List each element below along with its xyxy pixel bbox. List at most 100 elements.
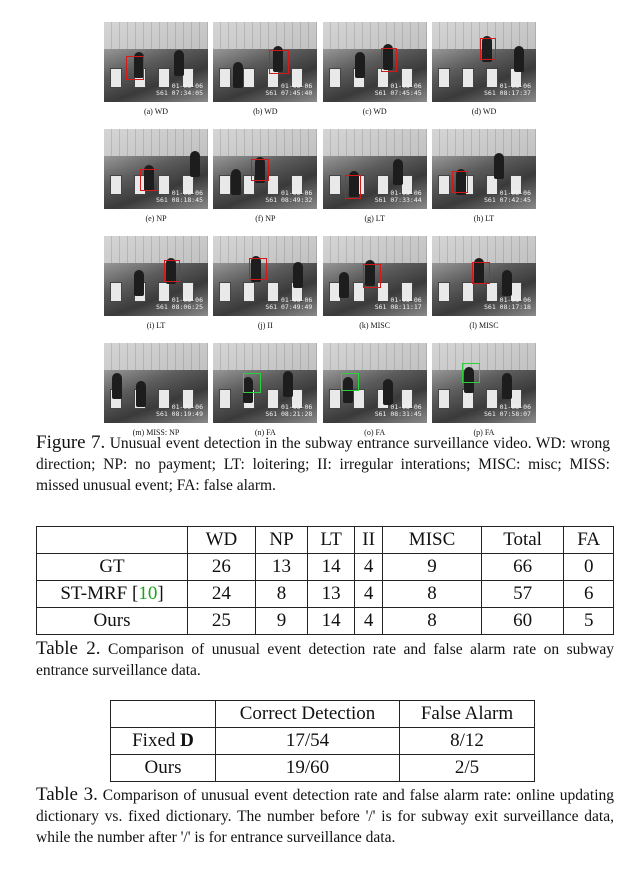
figure-panel: 01-03-06 S61 07:45:45 (c) WD <box>322 22 427 125</box>
timestamp-overlay: 01-03-06 S61 07:45:45 <box>375 83 422 97</box>
turnstile-gate <box>182 175 194 195</box>
table-row: Ours 25 9 14 4 8 60 5 <box>36 607 614 635</box>
tiled-wall <box>322 343 427 371</box>
table-header-row: Correct Detection False Alarm <box>110 700 535 728</box>
timestamp-date: 01-03-06 <box>499 189 531 197</box>
turnstile-gate <box>182 68 194 88</box>
timestamp-overlay: 01-03-06 S61 08:49:32 <box>265 190 312 204</box>
turnstile-gate <box>158 389 170 409</box>
surveillance-frame-image: 01-03-06 S61 08:17:18 <box>431 236 536 316</box>
person-silhouette <box>364 260 375 286</box>
turnstile-gate <box>509 175 522 195</box>
timestamp-overlay: 01-03-06 S61 08:06:25 <box>156 297 203 311</box>
figure-caption-text: Unusual event detection in the subway en… <box>36 435 610 494</box>
timestamp-date: 01-03-06 <box>281 403 313 411</box>
table-header-cell: MISC <box>382 526 482 554</box>
person-silhouette <box>136 381 146 407</box>
turnstile-gate <box>243 68 256 88</box>
table-cell: 6 <box>563 580 614 608</box>
turnstile-gate <box>158 282 170 302</box>
table-caption-lead: Table 2. <box>36 638 101 659</box>
detection-box <box>140 169 158 191</box>
table-cell: 8 <box>254 580 309 608</box>
row-method: GT <box>36 553 188 581</box>
surveillance-frame-image: 01-03-06 S61 08:06:25 <box>104 236 208 316</box>
timestamp-time: S61 08:17:18 <box>484 303 531 311</box>
timestamp-time: S61 07:34:05 <box>156 89 203 97</box>
tiled-wall <box>213 129 318 157</box>
table-header-cell <box>110 700 216 728</box>
table-cell: 8 <box>382 580 482 608</box>
table-header-cell: WD <box>187 526 256 554</box>
detection-box <box>249 258 268 280</box>
detection-box <box>451 171 468 193</box>
person-silhouette <box>348 171 359 197</box>
timestamp-overlay: 01-03-06 S61 07:34:05 <box>156 83 203 97</box>
table-cell: 4 <box>353 553 384 581</box>
person-silhouette <box>166 258 176 284</box>
table-cell: 4 <box>353 580 384 608</box>
tiled-wall <box>213 22 318 50</box>
figure-panel: 01-03-06 S61 07:34:05 (a) WD <box>104 22 208 125</box>
table-header-cell: False Alarm <box>399 700 535 728</box>
timestamp-overlay: 01-03-06 S61 08:17:37 <box>484 83 531 97</box>
table-caption-text: Comparison of unusual event detection ra… <box>36 641 614 679</box>
person-silhouette <box>190 151 200 177</box>
citation-link[interactable]: 10 <box>138 583 158 604</box>
timestamp-overlay: 01-03-06 S61 08:18:45 <box>156 190 203 204</box>
surveillance-frame-image: 01-03-06 S61 08:21:28 <box>213 343 318 423</box>
panel-label: (d) WD <box>471 107 497 116</box>
table-cell: 5 <box>563 607 614 635</box>
tiled-wall <box>431 236 536 264</box>
timestamp-date: 01-03-06 <box>281 189 313 197</box>
surveillance-frame-image: 01-03-06 S61 08:17:37 <box>431 22 536 102</box>
timestamp-date: 01-03-06 <box>281 296 313 304</box>
table-cell: 4 <box>353 607 384 635</box>
figure-panel: 01-03-06 S61 07:33:44 (g) LT <box>322 129 427 232</box>
method-name: ST-MRF [ <box>60 583 139 604</box>
figure-row: 01-03-06 S61 07:34:05 (a) WD 01-03-06 S61 07… <box>104 22 536 125</box>
detection-box <box>344 175 361 199</box>
turnstile-gate <box>485 282 498 302</box>
table-cell: 9 <box>382 553 482 581</box>
person-silhouette <box>231 169 242 195</box>
turnstile-gate <box>267 389 280 409</box>
person-silhouette <box>392 159 403 185</box>
turnstile-gate <box>376 175 389 195</box>
turnstile-gate <box>219 175 232 195</box>
person-silhouette <box>501 270 512 296</box>
surveillance-frame-image: 01-03-06 S61 08:49:32 <box>213 129 318 209</box>
turnstile-gate <box>219 282 232 302</box>
turnstile-gate <box>437 175 450 195</box>
surveillance-frame-image: 01-03-06 S61 07:34:05 <box>104 22 208 102</box>
person-silhouette <box>112 373 122 399</box>
table-header-cell: Correct Detection <box>215 700 400 728</box>
table-header-cell: Total <box>480 526 565 554</box>
timestamp-overlay: 01-03-06 S61 08:31:45 <box>375 404 422 418</box>
figure-panel: 01-03-06 S61 07:45:40 (b) WD <box>213 22 318 125</box>
table-cell: 14 <box>307 607 355 635</box>
timestamp-time: S61 08:31:45 <box>374 410 422 418</box>
surveillance-frame-image: 01-03-06 S61 08:19:49 <box>104 343 208 423</box>
panel-label: (k) MISC <box>359 321 391 330</box>
detection-box <box>471 262 490 284</box>
surveillance-frame-image: 01-03-06 S61 07:42:45 <box>431 129 536 209</box>
turnstile-gate <box>461 282 474 302</box>
person-silhouette <box>493 153 504 179</box>
tiled-wall <box>322 22 427 50</box>
table-3: Correct Detection False Alarm Fixed D 17… <box>110 700 535 782</box>
timestamp-date: 01-03-06 <box>171 189 203 197</box>
turnstile-gate <box>437 282 450 302</box>
figure-panel: 01-03-06 S61 07:58:07 (p) FA <box>431 343 536 446</box>
table-cell: 9 <box>254 607 309 635</box>
timestamp-time: S61 08:49:32 <box>265 196 313 204</box>
method-symbol: D <box>180 730 194 751</box>
timestamp-overlay: 01-03-06 S61 08:19:49 <box>156 404 203 418</box>
table-3-caption: Table 3. Comparison of unusual event det… <box>36 784 614 848</box>
turnstile-gate <box>352 282 365 302</box>
detection-box <box>243 373 262 393</box>
person-silhouette <box>283 371 294 397</box>
table-2-caption: Table 2. Comparison of unusual event det… <box>36 638 614 681</box>
surveillance-frame-image: 01-03-06 S61 07:45:40 <box>213 22 318 102</box>
surveillance-frame-image: 01-03-06 S61 07:58:07 <box>431 343 536 423</box>
